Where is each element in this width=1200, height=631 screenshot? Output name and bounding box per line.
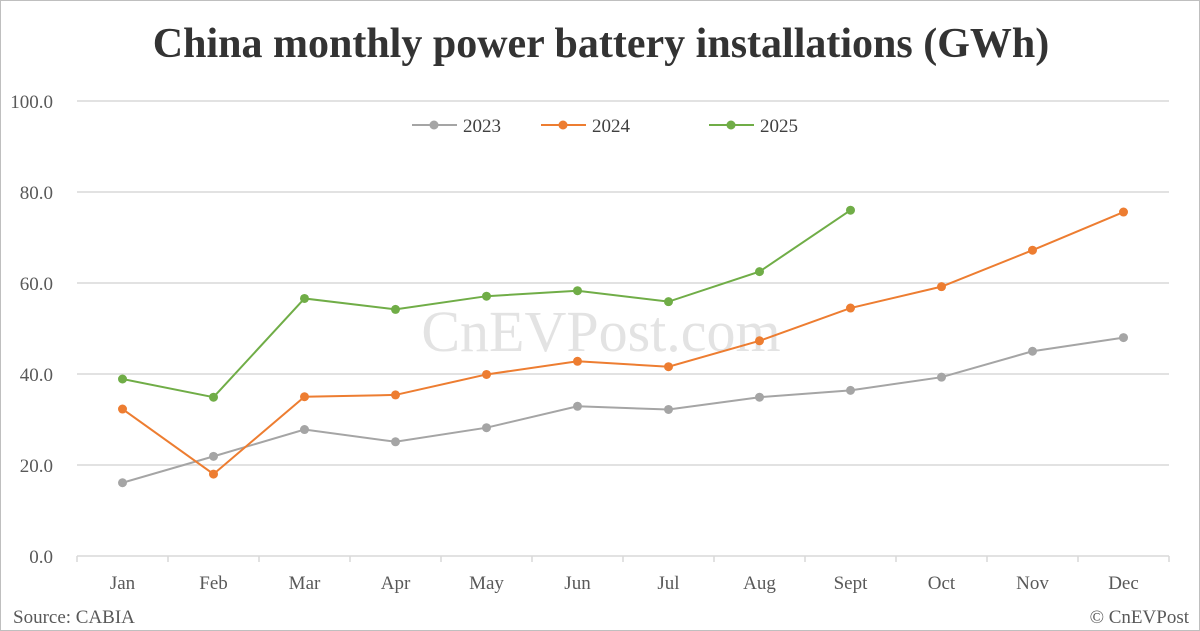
data-point-2025 bbox=[573, 286, 582, 296]
x-tick-label: Sept bbox=[834, 573, 869, 594]
data-point-2025 bbox=[300, 293, 309, 303]
x-tick-label: Mar bbox=[289, 573, 321, 594]
x-tick-label: Jul bbox=[657, 573, 679, 594]
data-point-2023 bbox=[573, 401, 582, 411]
data-point-2023 bbox=[300, 425, 309, 435]
data-point-2025 bbox=[209, 392, 218, 402]
x-tick-label: Nov bbox=[1016, 573, 1049, 594]
data-point-2024 bbox=[118, 404, 127, 414]
y-tick-label: 100.0 bbox=[10, 92, 53, 113]
data-point-2025 bbox=[482, 291, 491, 301]
data-point-2023 bbox=[482, 423, 491, 433]
data-point-2025 bbox=[664, 297, 673, 307]
y-tick-label: 0.0 bbox=[29, 547, 53, 568]
data-point-2024 bbox=[846, 303, 855, 313]
data-point-2025 bbox=[391, 304, 400, 314]
data-point-2023 bbox=[755, 392, 764, 402]
data-point-2024 bbox=[1119, 207, 1128, 217]
x-tick-label: Aug bbox=[743, 573, 776, 594]
x-tick-label: Apr bbox=[381, 573, 411, 594]
x-tick-label: Feb bbox=[199, 573, 228, 594]
x-tick-label: Jun bbox=[564, 573, 591, 594]
copyright-note: © CnEVPost bbox=[1090, 607, 1190, 628]
legend-label: 2023 bbox=[463, 116, 501, 137]
data-point-2024 bbox=[209, 469, 218, 479]
data-point-2023 bbox=[209, 451, 218, 461]
watermark: CnEVPost.com bbox=[421, 299, 780, 364]
data-point-2023 bbox=[937, 372, 946, 382]
x-tick-label: May bbox=[469, 573, 504, 594]
legend-label: 2024 bbox=[592, 116, 631, 137]
data-point-2025 bbox=[846, 205, 855, 215]
x-tick-label: Dec bbox=[1108, 573, 1139, 594]
data-point-2024 bbox=[391, 390, 400, 400]
y-tick-label: 80.0 bbox=[20, 183, 53, 204]
data-point-2023 bbox=[664, 404, 673, 414]
legend-label: 2025 bbox=[760, 116, 798, 137]
series-line-2023 bbox=[122, 336, 1124, 484]
legend-marker bbox=[558, 120, 568, 130]
data-point-2023 bbox=[118, 478, 127, 488]
data-point-2024 bbox=[664, 362, 673, 372]
legend-marker bbox=[726, 120, 736, 130]
source-note: Source: CABIA bbox=[13, 607, 135, 628]
data-point-2023 bbox=[846, 385, 855, 395]
x-tick-label: Jan bbox=[110, 573, 136, 594]
data-point-2024 bbox=[755, 336, 764, 346]
data-point-2024 bbox=[1028, 245, 1037, 255]
series-line-2024 bbox=[121, 211, 1124, 476]
data-point-2023 bbox=[1119, 333, 1128, 343]
chart-title: China monthly power battery installation… bbox=[153, 21, 1049, 67]
y-tick-label: 20.0 bbox=[20, 456, 53, 477]
data-point-2024 bbox=[937, 282, 946, 292]
data-point-2024 bbox=[573, 356, 582, 366]
data-point-2025 bbox=[755, 267, 764, 277]
data-point-2023 bbox=[391, 437, 400, 447]
legend-marker bbox=[429, 120, 439, 130]
data-point-2025 bbox=[118, 374, 127, 384]
data-point-2024 bbox=[300, 392, 309, 402]
x-tick-label: Oct bbox=[928, 573, 956, 594]
y-tick-label: 60.0 bbox=[20, 274, 53, 295]
data-point-2024 bbox=[482, 369, 491, 379]
data-point-2023 bbox=[1028, 346, 1037, 356]
y-tick-label: 40.0 bbox=[20, 365, 53, 386]
